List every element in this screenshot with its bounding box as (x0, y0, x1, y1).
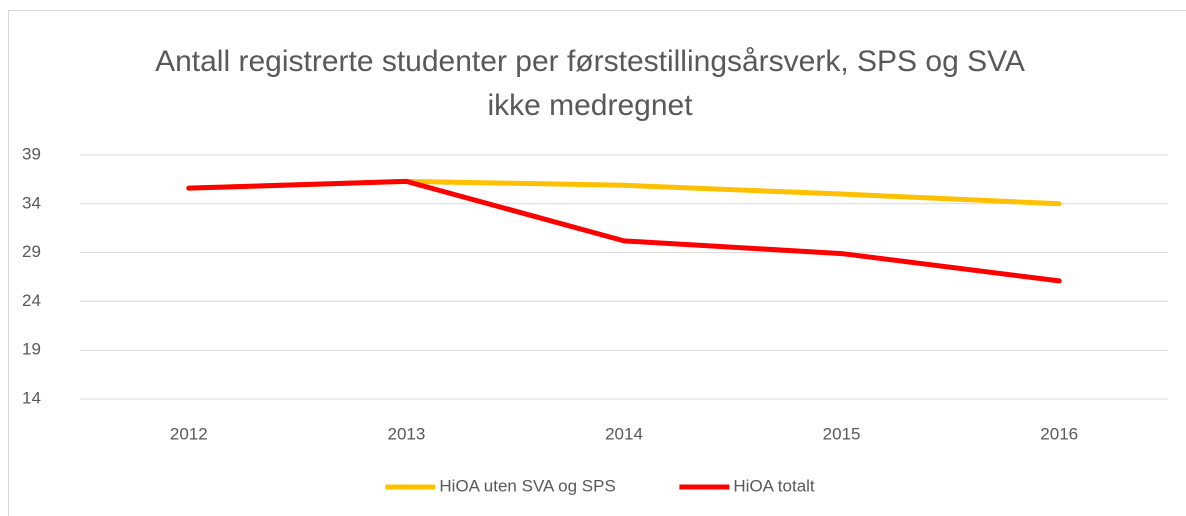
y-tick-label: 39 (22, 144, 41, 163)
x-tick-label: 2016 (1040, 424, 1078, 443)
x-tick-label: 2014 (605, 424, 643, 443)
x-tick-label: 2012 (170, 424, 208, 443)
y-tick-label: 14 (22, 388, 41, 407)
legend-label: HiOA totalt (733, 476, 815, 495)
x-tick-label: 2015 (823, 424, 861, 443)
y-tick-label: 34 (22, 193, 41, 212)
y-tick-label: 19 (22, 340, 41, 359)
y-tick-label: 24 (22, 291, 41, 310)
x-tick-label: 2013 (387, 424, 425, 443)
legend-label: HiOA uten SVA og SPS (439, 476, 615, 495)
chart-title: Antall registrerte studenter per førstes… (155, 45, 1025, 122)
chart-border (8, 10, 1186, 516)
y-tick-label: 29 (22, 242, 41, 261)
series-line (186, 178, 1062, 284)
